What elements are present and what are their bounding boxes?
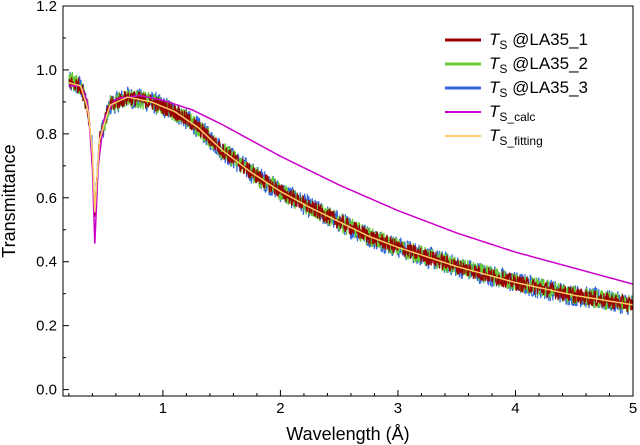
y-axis-label: Transmittance — [0, 144, 19, 257]
legend: TS @LA35_1TS @LA35_2TS @LA35_3TS_calcTS_… — [445, 30, 588, 148]
y-tick-label: 1.2 — [36, 0, 57, 15]
legend-label-5: TS_fitting — [489, 126, 543, 148]
y-tick-label: 0.4 — [36, 254, 57, 271]
y-tick-label: 0.2 — [36, 318, 57, 335]
x-axis-label: Wavelength (Å) — [286, 424, 409, 444]
legend-label-3: TS @LA35_3 — [489, 78, 588, 100]
x-tick-label: 1 — [159, 400, 167, 417]
x-tick-label: 4 — [511, 400, 519, 417]
x-tick-label: 2 — [276, 400, 284, 417]
series-line-2 — [68, 71, 633, 313]
legend-label-4: TS_calc — [489, 102, 535, 124]
y-tick-label: 0.6 — [36, 190, 57, 207]
series-line-5 — [68, 81, 633, 306]
series-line-1 — [68, 77, 633, 312]
x-tick-label: 5 — [629, 400, 637, 417]
y-tick-label: 0.8 — [36, 126, 57, 143]
legend-label-1: TS @LA35_1 — [489, 30, 588, 52]
legend-label-2: TS @LA35_2 — [489, 54, 588, 76]
x-tick-label: 3 — [394, 400, 402, 417]
y-tick-label: 0.0 — [36, 382, 57, 399]
y-tick-label: 1.0 — [36, 62, 57, 79]
series-line-4 — [68, 85, 633, 285]
plot-area — [68, 71, 633, 315]
plot-frame — [62, 5, 634, 397]
axis-ticks: 1 2 3 4 5 0.0 0.2 0.4 0.6 0.8 1.0 1.2 — [36, 0, 637, 417]
